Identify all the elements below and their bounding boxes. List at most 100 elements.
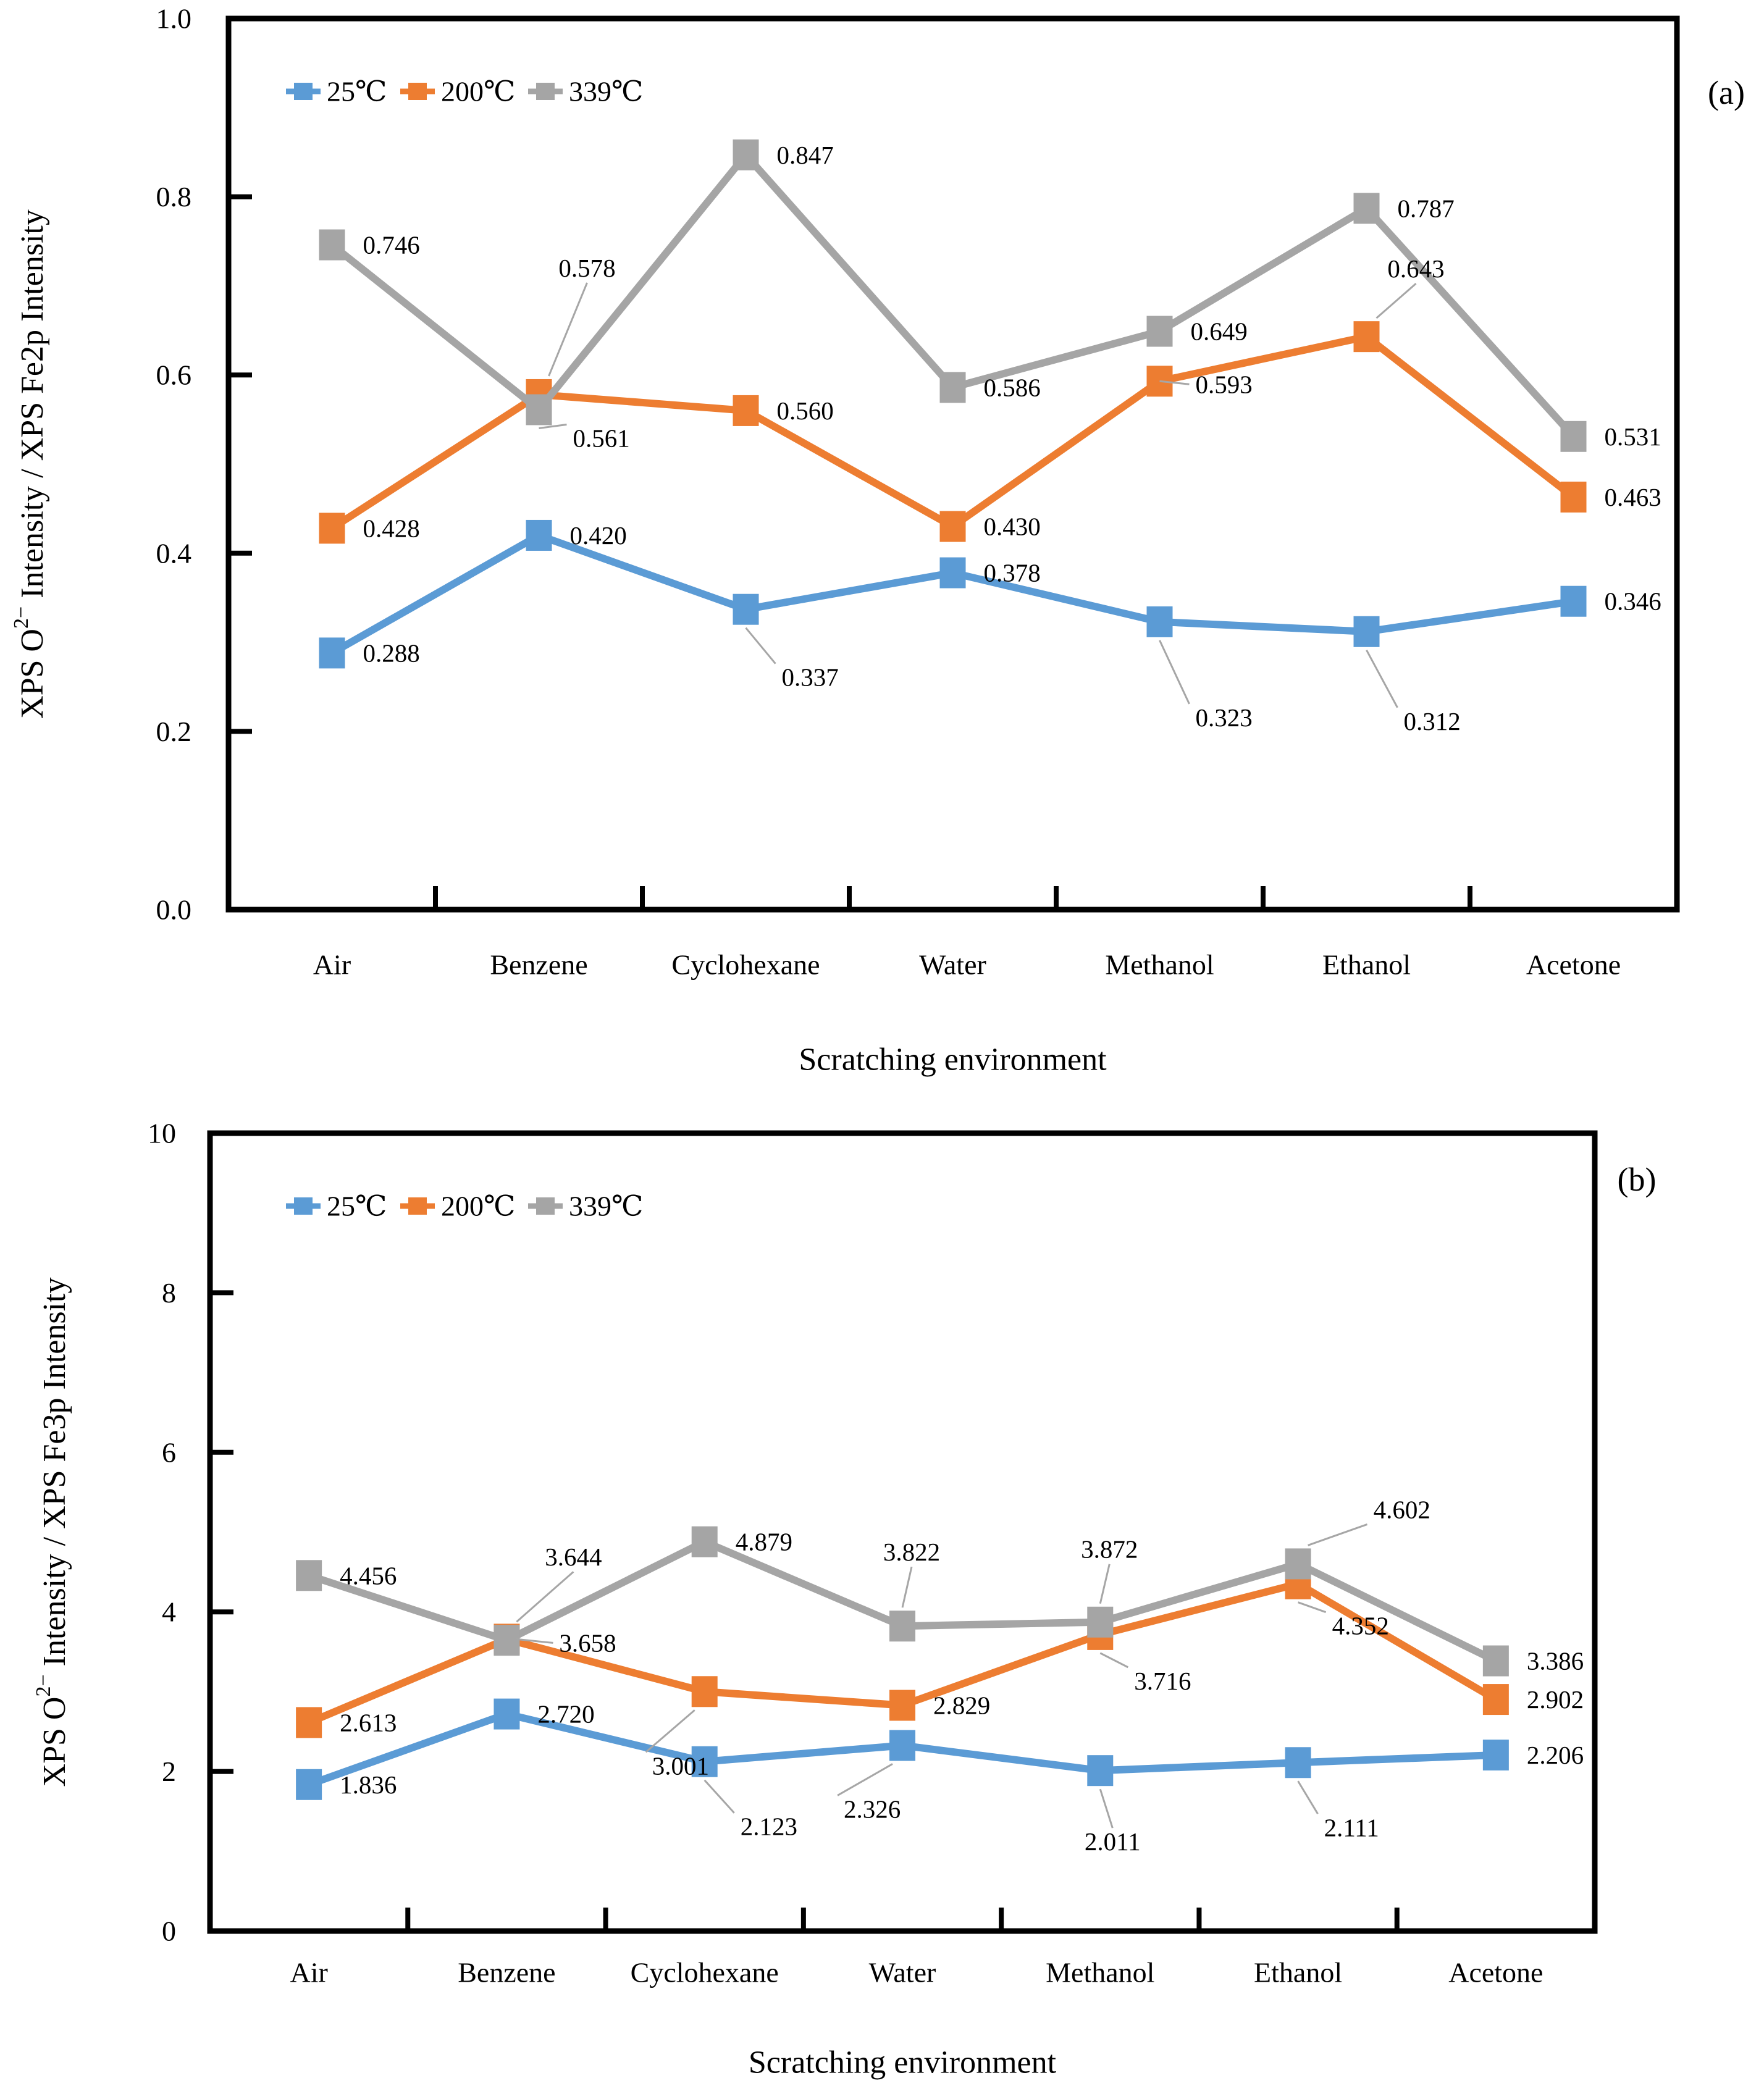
data-point-marker	[1087, 1606, 1114, 1638]
data-point-marker	[1482, 1645, 1509, 1677]
y-axis-tick-label: 0.4	[156, 537, 192, 569]
data-label-leader-line	[1099, 1788, 1114, 1829]
y-axis-tick-label: 0.2	[156, 716, 192, 747]
data-label-leader-line	[516, 1638, 553, 1644]
y-axis-tick-label: 2	[162, 1756, 176, 1787]
data-point-marker	[1353, 193, 1380, 224]
y-axis-tick-label: 0.8	[156, 181, 192, 212]
data-label: 1.836	[340, 1770, 397, 1799]
data-point-marker	[296, 1707, 322, 1738]
data-label: 4.879	[736, 1528, 792, 1556]
data-label: 0.586	[984, 373, 1041, 401]
data-label: 4.456	[340, 1561, 397, 1590]
data-label: 0.560	[777, 396, 834, 425]
data-point-marker	[1285, 1747, 1311, 1778]
data-label: 0.578	[558, 254, 615, 282]
data-label-leader-line	[1297, 1780, 1319, 1815]
data-point-marker	[939, 372, 966, 403]
data-point-marker	[889, 1690, 915, 1721]
data-label: 0.428	[363, 514, 420, 542]
data-label-leader-line	[1376, 283, 1417, 319]
data-label: 3.658	[559, 1628, 616, 1657]
data-label-leader-line	[1159, 380, 1190, 385]
data-point-marker	[691, 1526, 718, 1557]
legend-marker-swatch	[408, 83, 427, 100]
legend-marker-swatch	[294, 83, 313, 100]
data-label-leader-line	[901, 1566, 913, 1608]
data-point-marker	[889, 1611, 915, 1642]
y-axis-title: XPS O2− Intensity / XPS Fe2p Intensity	[10, 209, 50, 719]
x-category-label: Ethanol	[1322, 949, 1411, 981]
data-label-leader-line	[837, 1763, 893, 1796]
data-point-marker	[1482, 1684, 1509, 1716]
data-label: 2.111	[1324, 1813, 1379, 1841]
y-axis-tick-label: 0	[162, 1916, 176, 1947]
data-point-marker	[494, 1625, 520, 1656]
y-axis-tick-label: 1.0	[156, 3, 192, 35]
data-label: 0.346	[1605, 587, 1661, 616]
x-axis-title: Scratching environment	[749, 2045, 1057, 2080]
data-label: 0.643	[1387, 254, 1444, 283]
x-category-label: Ethanol	[1254, 1957, 1342, 1988]
x-category-label: Acetone	[1526, 949, 1621, 981]
y-axis-tick-label: 6	[162, 1436, 176, 1468]
data-label: 2.720	[537, 1700, 594, 1728]
data-point-marker	[1353, 321, 1380, 353]
data-label: 0.288	[363, 639, 420, 667]
data-label-leader-line	[645, 1709, 695, 1753]
legend: 25℃ 200℃ 339℃	[286, 76, 643, 107]
y-axis-tick-label: 8	[162, 1277, 176, 1309]
data-point-marker	[733, 593, 759, 625]
data-label-leader-line	[1159, 640, 1190, 705]
data-point-marker	[1285, 1548, 1311, 1580]
data-label: 0.337	[782, 663, 839, 692]
chart-panel-b: 0 2 4 6 8 10 Air Benzene Cyclohexane Water Methano…	[32, 1118, 1657, 2080]
y-axis-tick-label: 10	[148, 1118, 176, 1149]
data-point-marker	[319, 637, 345, 669]
data-point-marker	[1560, 481, 1587, 513]
data-point-marker	[296, 1769, 322, 1800]
data-label: 0.847	[777, 141, 834, 169]
x-category-label: Benzene	[490, 949, 587, 981]
data-point-marker	[1087, 1755, 1114, 1787]
data-label: 0.378	[984, 559, 1041, 587]
x-category-label: Cyclohexane	[631, 1957, 779, 1988]
data-label-leader-line	[1298, 1601, 1327, 1614]
data-label: 3.716	[1134, 1667, 1191, 1695]
data-point-marker	[1146, 316, 1173, 347]
data-label-leader-line	[516, 1571, 574, 1623]
legend-item-339℃: 339℃	[528, 1191, 643, 1222]
data-point-marker	[526, 394, 552, 425]
data-label: 0.420	[570, 521, 627, 550]
y-axis-tick-label: 0.6	[156, 359, 192, 391]
data-label: 2.613	[340, 1708, 397, 1737]
chart-panel-a: 0.0 0.2 0.4 0.6 0.8 1.0 Air Benzene Cyclohexane W…	[10, 3, 1745, 1078]
data-point-marker	[319, 229, 345, 261]
data-label: 3.001	[652, 1751, 709, 1780]
panel-label: (a)	[1708, 74, 1745, 111]
plot-border	[225, 15, 1680, 913]
legend-label: 25℃	[327, 76, 387, 107]
data-label: 2.206	[1527, 1741, 1584, 1769]
data-point-marker	[494, 1698, 520, 1730]
legend: 25℃ 200℃ 339℃	[286, 1191, 643, 1222]
x-category-label: Benzene	[458, 1957, 555, 1988]
data-point-marker	[296, 1560, 322, 1591]
data-point-marker	[733, 139, 759, 170]
legend-item-25℃: 25℃	[286, 76, 387, 107]
x-category-label: Water	[919, 949, 986, 981]
data-label: 0.593	[1196, 370, 1253, 398]
data-label: 4.602	[1374, 1495, 1430, 1523]
data-label: 0.561	[573, 424, 630, 452]
y-axis-title: XPS O2− Intensity / XPS Fe3p Intensity	[32, 1278, 72, 1787]
y-axis-tick-label: 0.0	[156, 894, 192, 926]
panel-label: (b)	[1618, 1161, 1657, 1198]
plot-border	[207, 1130, 1598, 1934]
data-point-marker	[691, 1746, 718, 1777]
data-label-leader-line	[1366, 650, 1398, 708]
data-label: 0.430	[984, 513, 1041, 541]
data-label-leader-line	[539, 423, 567, 429]
x-category-label: Water	[869, 1957, 936, 1988]
data-point-marker	[889, 1730, 915, 1761]
